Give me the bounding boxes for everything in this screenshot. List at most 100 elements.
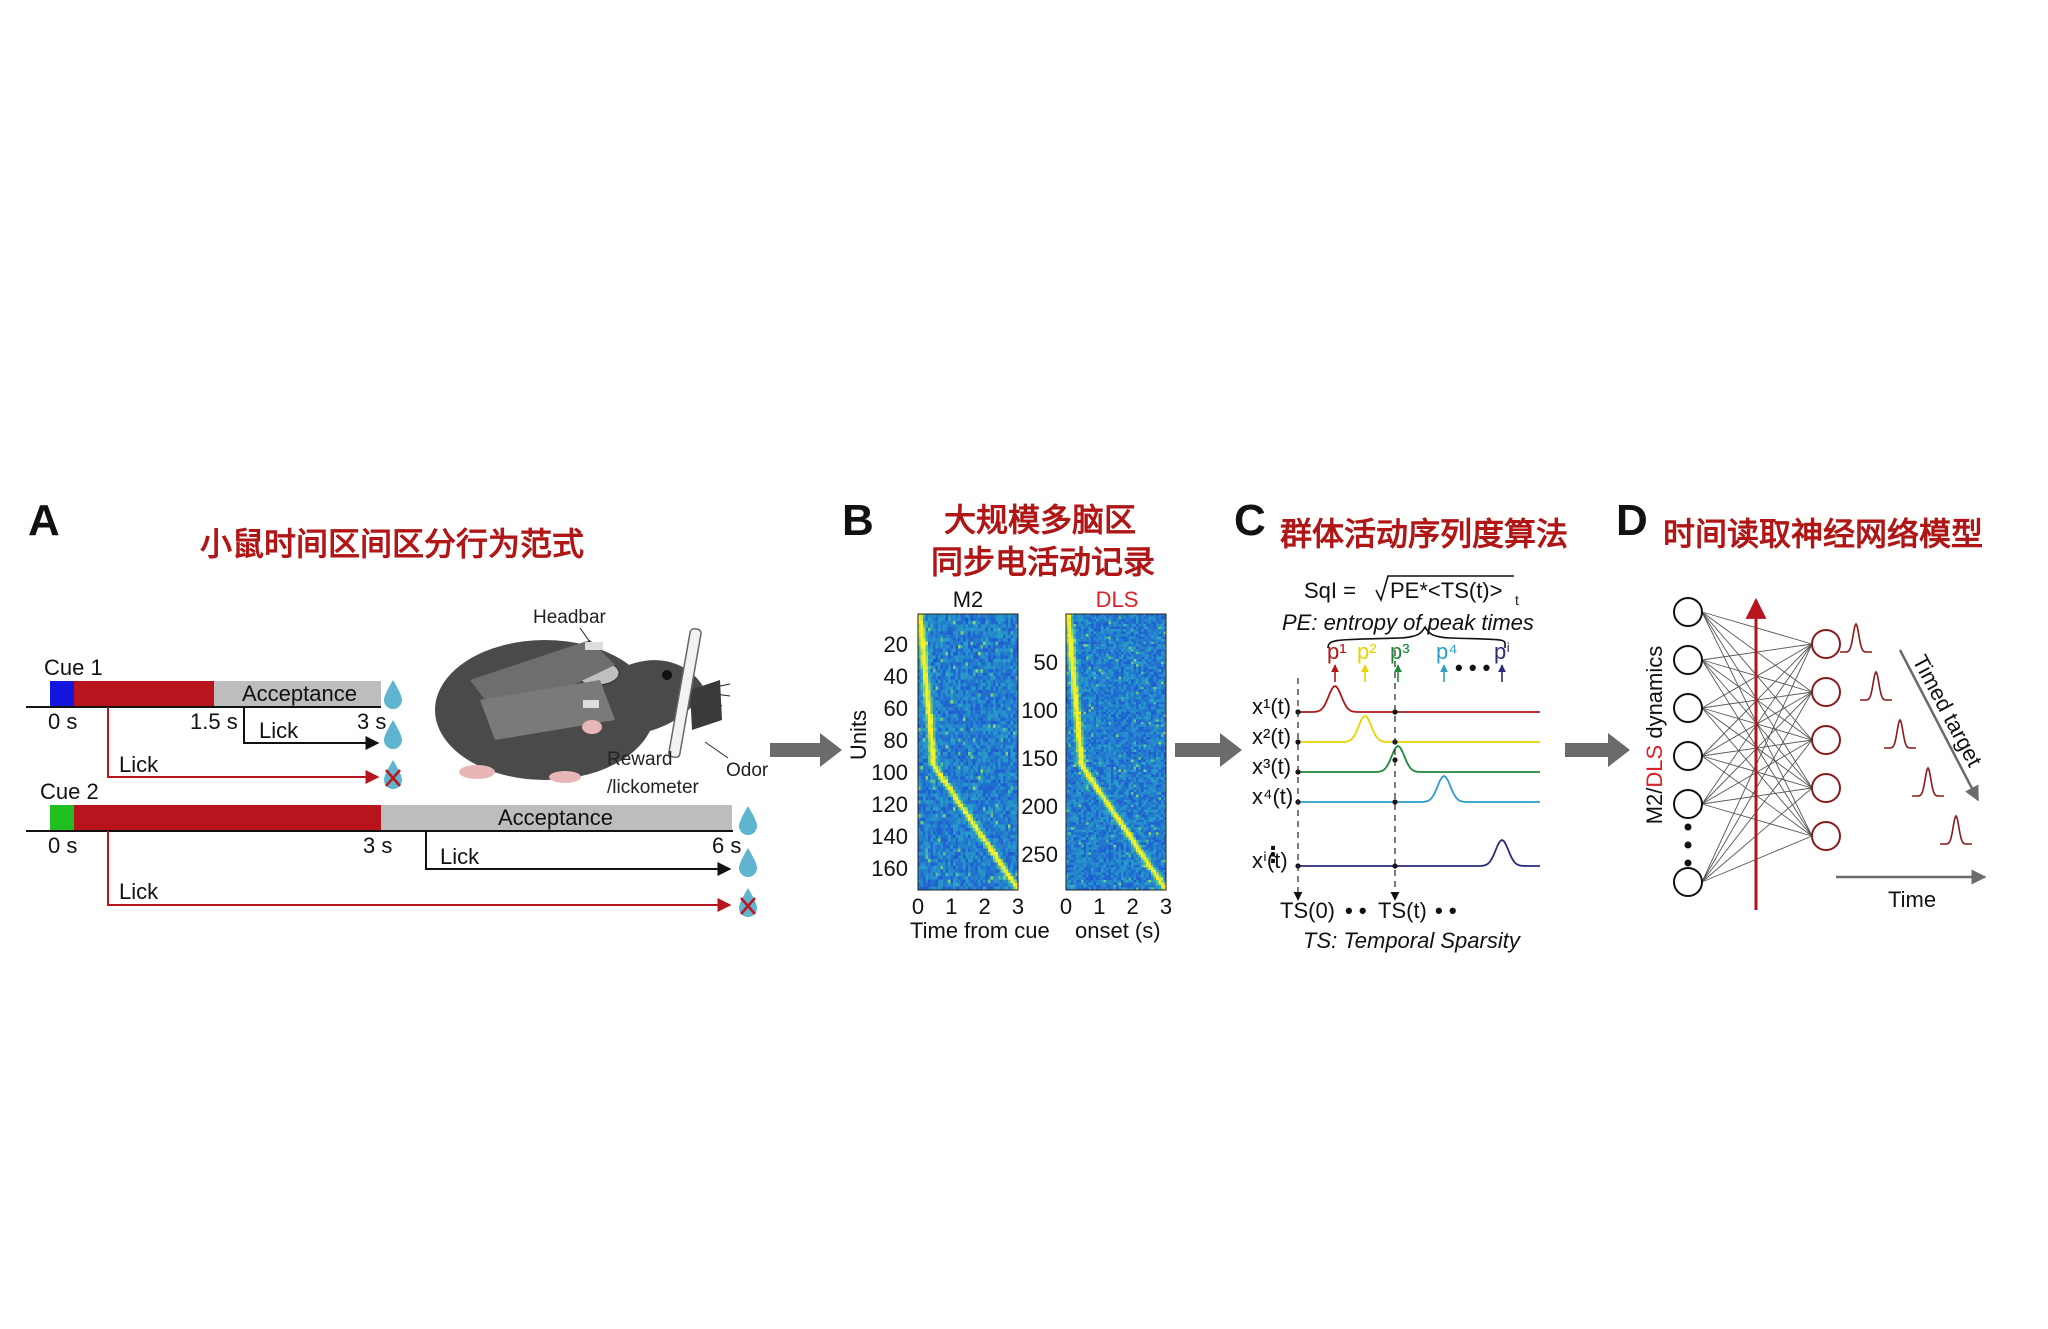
heatmap-cell [1068, 661, 1072, 665]
heatmap-cell [948, 648, 951, 653]
heatmap-cell [1073, 639, 1077, 642]
heatmap-cell [925, 624, 929, 629]
heatmap-cell [1111, 666, 1114, 670]
heatmap-cell [978, 800, 981, 805]
heatmap-cell [1068, 674, 1072, 678]
heatmap-cell [1113, 629, 1117, 632]
heatmap-cell [963, 624, 966, 629]
heatmap-cell [978, 762, 981, 767]
heatmap-cell [918, 627, 921, 632]
heatmap-cell [995, 634, 999, 639]
heatmap-cell [1133, 711, 1137, 715]
heatmap-cell [1103, 624, 1107, 627]
heatmap-cell [948, 645, 951, 649]
heatmap-cell [1066, 661, 1069, 665]
heatmap-cell [978, 869, 981, 874]
heatmap-cell [1148, 624, 1152, 627]
heatmap-cell [950, 872, 954, 877]
heatmap-cell [943, 783, 946, 787]
heatmap-cell [1015, 769, 1019, 773]
heatmap-cell [1153, 646, 1157, 650]
heatmap-cell [1106, 624, 1109, 627]
heatmap-cell [1005, 731, 1009, 736]
heatmap-cell [995, 662, 999, 667]
heatmap-cell [998, 741, 1001, 746]
heatmap-cell [988, 717, 991, 722]
heatmap-cell [950, 814, 954, 818]
heatmap-cell [1153, 709, 1157, 713]
heatmap-cell [963, 855, 966, 860]
heatmap-cell [983, 676, 986, 680]
heatmap-cell [1071, 654, 1074, 657]
heatmap-cell [1156, 654, 1159, 657]
heatmap-cell [1101, 691, 1104, 695]
heatmap-cell [958, 817, 961, 822]
heatmap-cell [933, 707, 936, 711]
heatmap-cell [945, 651, 949, 656]
panel-b-title-line2: 同步电活动记录 [931, 543, 1155, 581]
heatmap-cell [1118, 651, 1122, 655]
heatmap-cell [1163, 691, 1167, 695]
heatmap-cell [938, 665, 941, 670]
heatmap-cell [945, 755, 949, 760]
heatmap-cell [1091, 624, 1094, 627]
heatmap-cell [1003, 834, 1006, 839]
heatmap-cell [955, 789, 959, 794]
heatmap-cell [995, 741, 999, 746]
heatmap-cell [953, 772, 956, 777]
heatmap-cell [1146, 679, 1149, 683]
heatmap-cell [1138, 634, 1142, 637]
heatmap-cell [940, 662, 944, 667]
heatmap-cell [1163, 704, 1167, 708]
heatmap-cell [1126, 714, 1129, 718]
heatmap-cell [930, 655, 934, 660]
heatmap-cell [1091, 699, 1094, 703]
heatmap-cell [950, 789, 954, 794]
heatmap-cell [963, 876, 966, 880]
heatmap-cell [963, 786, 966, 791]
heatmap-cell [1131, 694, 1134, 698]
heatmap-cell [1008, 707, 1011, 711]
heatmap-cell [1088, 659, 1092, 662]
heatmap-cell [995, 758, 999, 763]
heatmap-cell [975, 752, 979, 756]
heatmap-cell [988, 617, 991, 622]
heatmap-cell [1068, 659, 1072, 662]
heatmap-cell [1158, 691, 1162, 695]
heatmap-cell [1071, 619, 1074, 622]
heatmap-cell [998, 617, 1001, 622]
heatmap-cell [1143, 704, 1147, 708]
heatmap-cell [1156, 671, 1159, 675]
heatmap-cell [978, 827, 981, 832]
heatmap-cell [970, 879, 974, 884]
heatmap-cell [1015, 800, 1019, 805]
heatmap-cell [995, 614, 999, 618]
heatmap-cell [918, 879, 921, 884]
heatmap-cell [990, 631, 994, 635]
heatmap-cell [1091, 626, 1094, 630]
heatmap-cell [1083, 679, 1087, 683]
heatmap-cell [1010, 624, 1014, 629]
heatmap-cell [1128, 706, 1132, 710]
heatmap-cell [933, 627, 936, 632]
heatmap-cell [918, 665, 921, 670]
heatmap-cell [1106, 631, 1109, 635]
heatmap-cell [923, 676, 926, 680]
heatmap-cell [980, 862, 984, 867]
heatmap-cell [965, 648, 969, 653]
heatmap-cell [990, 827, 994, 832]
heatmap-cell [928, 624, 931, 629]
heatmap-cell [1158, 651, 1162, 655]
heatmap-cell [1118, 616, 1122, 620]
heatmap-cell [960, 786, 964, 791]
heatmap-cell [920, 731, 924, 736]
heatmap-cell [978, 745, 981, 749]
heatmap-cell [940, 824, 944, 829]
heatmap-cell [955, 814, 959, 818]
heatmap-cell [1141, 706, 1144, 710]
heatmap-cell [938, 862, 941, 867]
heatmap-cell [1076, 666, 1079, 670]
heatmap-cell [993, 669, 996, 673]
heatmap-cell [1108, 679, 1112, 683]
heatmap-cell [958, 727, 961, 732]
